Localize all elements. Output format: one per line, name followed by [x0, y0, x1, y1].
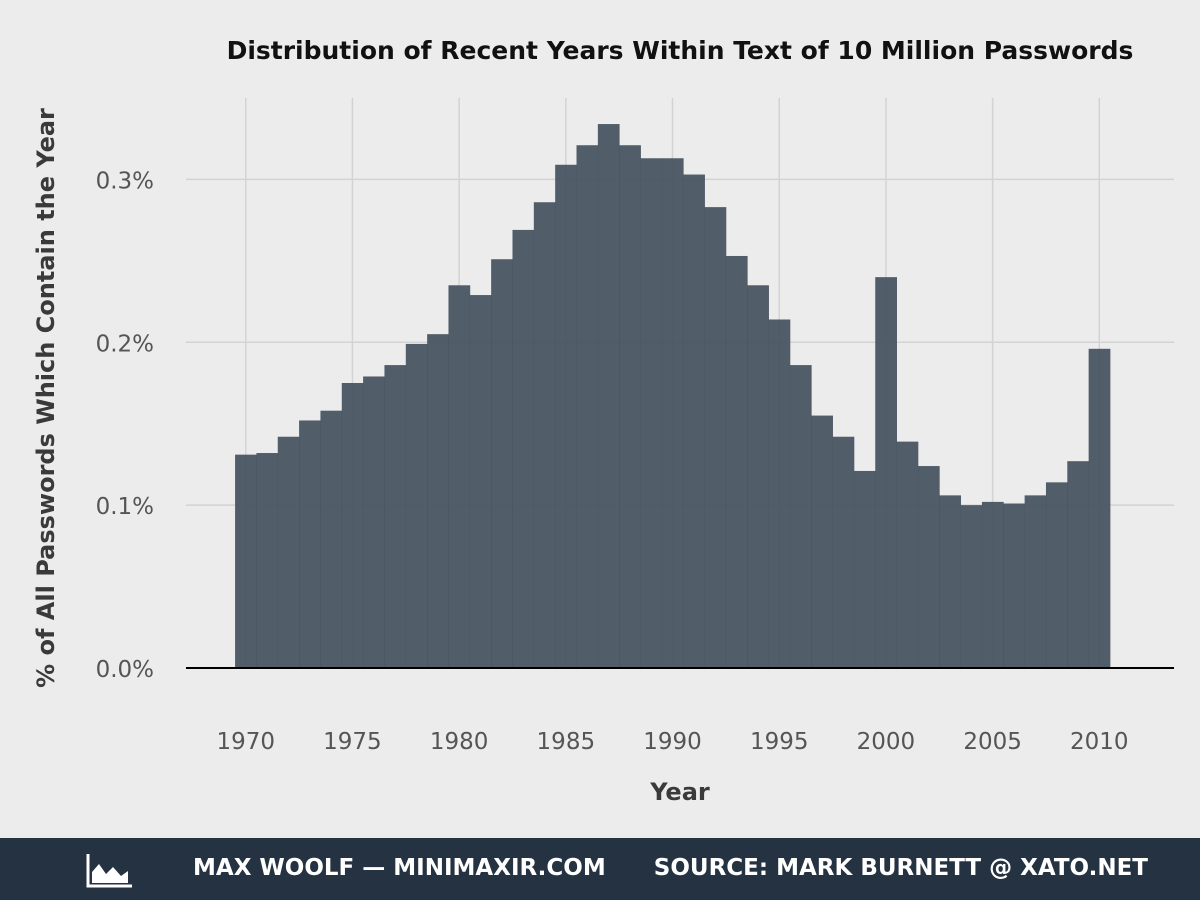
y-tick-label: 0.0% [96, 657, 154, 683]
bar-1990 [661, 158, 684, 668]
bar-1999 [853, 470, 876, 668]
bar-1995 [768, 319, 791, 668]
chart-title: Distribution of Recent Years Within Text… [227, 36, 1134, 65]
bar-1985 [555, 164, 577, 668]
x-tick-label: 1995 [750, 729, 809, 755]
bar-1984 [533, 202, 556, 668]
bar-2006 [1003, 503, 1026, 668]
area-chart-icon [86, 854, 132, 888]
bar-1987 [597, 124, 620, 669]
x-tick-label: 1980 [430, 729, 489, 755]
bar-2007 [1024, 495, 1047, 668]
bar-1996 [789, 365, 812, 668]
x-tick-label: 1975 [323, 729, 382, 755]
bar-1980 [448, 285, 471, 668]
bars [235, 124, 1111, 669]
bar-1982 [491, 259, 513, 668]
bar-1977 [384, 365, 407, 668]
bar-1994 [747, 285, 769, 668]
bar-1986 [576, 145, 599, 668]
bar-1988 [619, 145, 641, 668]
bar-1971 [256, 453, 279, 668]
bar-1993 [725, 255, 748, 668]
bar-2003 [939, 495, 962, 668]
y-tick-label: 0.1% [96, 494, 154, 520]
bar-2002 [917, 466, 940, 668]
bar-2005 [981, 501, 1004, 668]
bar-1975 [341, 383, 364, 668]
bar-1997 [811, 415, 833, 668]
bar-1978 [405, 343, 428, 668]
bar-1981 [469, 295, 492, 668]
bar-1972 [277, 436, 300, 668]
bar-1974 [320, 410, 343, 668]
bar-1973 [299, 420, 321, 668]
y-tick-labels: 0.0% 0.1% 0.2% 0.3% [96, 168, 154, 683]
bar-2008 [1045, 482, 1068, 668]
bar-1970 [235, 454, 257, 668]
bar-1998 [832, 436, 855, 668]
bar-1983 [512, 229, 535, 668]
bar-2004 [960, 505, 983, 668]
x-tick-label: 1970 [216, 729, 275, 755]
y-tick-label: 0.2% [96, 331, 154, 357]
x-tick-label: 2000 [857, 729, 916, 755]
y-tick-label: 0.3% [96, 168, 154, 194]
bar-2010 [1088, 348, 1111, 668]
footer-author: MAX WOOLF — MINIMAXIR.COM [193, 855, 606, 881]
bar-1991 [683, 174, 705, 669]
chart: Distribution of Recent Years Within Text… [32, 36, 1174, 806]
x-axis-title: Year [649, 778, 710, 806]
bar-2009 [1067, 461, 1090, 668]
footer-bar: MAX WOOLF — MINIMAXIR.COM SOURCE: MARK B… [0, 838, 1200, 900]
y-axis-title: % of All Passwords Which Contain the Yea… [32, 108, 60, 688]
x-tick-label: 2010 [1070, 729, 1129, 755]
x-tick-label: 1985 [537, 729, 596, 755]
footer-source: SOURCE: MARK BURNETT @ XATO.NET [653, 855, 1148, 881]
bar-1992 [704, 207, 727, 668]
bar-1976 [363, 376, 385, 668]
x-tick-labels: 1970 1975 1980 1985 1990 1995 2000 2005 2010 [216, 729, 1128, 755]
bar-2001 [896, 441, 919, 668]
bar-2000 [875, 277, 897, 668]
x-tick-label: 2005 [963, 729, 1022, 755]
bar-1979 [427, 334, 449, 668]
bar-1989 [640, 158, 663, 668]
x-tick-label: 1990 [643, 729, 702, 755]
